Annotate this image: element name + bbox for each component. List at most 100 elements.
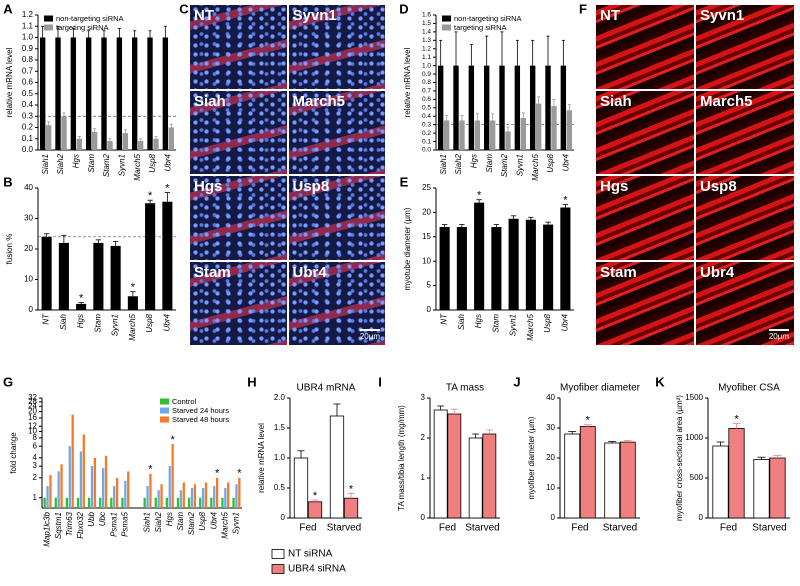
y-tick-label: 1.2 [22, 10, 34, 19]
bar [55, 37, 61, 150]
legend-label: Starved 24 hours [172, 406, 229, 415]
error-bar [437, 405, 445, 410]
bar [41, 236, 52, 310]
micrograph: Usp8 [288, 176, 385, 260]
y-tick-label: 0.1 [422, 138, 431, 145]
error-bar [77, 136, 81, 139]
y-tick-label: 1.5 [274, 423, 286, 432]
error-bar [475, 113, 479, 121]
bar [113, 486, 116, 508]
x-tick-label: Psma1 [109, 512, 118, 537]
y-axis-label: relative mRNA level [5, 47, 14, 117]
error-bar [133, 30, 137, 38]
bar [93, 457, 97, 508]
bar [85, 37, 92, 150]
y-tick-label: 1.0 [22, 33, 34, 42]
x-tick-label: Fed [299, 523, 316, 534]
bar [520, 117, 527, 150]
bar [131, 37, 138, 150]
x-tick-label: Stam [93, 314, 102, 333]
x-tick-label: Ubc [98, 512, 107, 526]
micrograph: NT [596, 5, 694, 89]
error-bar [62, 112, 66, 117]
bar [107, 141, 113, 150]
x-tick-label: March5 [133, 153, 142, 180]
error-bar [139, 138, 143, 141]
scale-bar: 20µm [359, 329, 380, 341]
bar [529, 65, 536, 150]
y-tick-label: 0.3 [22, 111, 34, 120]
chart-title: Myofiber diameter [560, 383, 641, 394]
error-bar [491, 113, 495, 121]
y-tick-label: 28 [28, 397, 37, 406]
bar [307, 501, 323, 519]
error-bar [148, 30, 152, 38]
y-axis-label: relative mRNA level [257, 423, 266, 493]
x-tick-label: Hgs [76, 314, 85, 328]
bar [157, 490, 160, 508]
micrograph: NT [190, 5, 287, 89]
bar [93, 242, 104, 310]
chart-title: UBR4 mRNA [297, 383, 356, 394]
y-axis-label: relative mRNA level [403, 47, 412, 117]
micrograph-label: Syvn1 [700, 7, 745, 24]
y-tick-label: 20 [422, 208, 431, 217]
bar [58, 242, 69, 310]
bar [579, 426, 596, 519]
error-bar [87, 30, 91, 38]
panel-letter: E [400, 174, 409, 189]
x-tick-label: NT [42, 313, 51, 325]
y-tick-label: 0 [551, 513, 556, 522]
bar [543, 224, 554, 310]
error-bar [102, 30, 106, 38]
bar [60, 464, 63, 508]
bar [91, 132, 98, 150]
bar [154, 497, 157, 508]
significance-marker: * [148, 190, 153, 202]
x-tick-label: Usp8 [145, 313, 154, 332]
y-tick-label: 1.0 [274, 453, 286, 462]
bar [168, 466, 171, 508]
error-bar [108, 138, 112, 141]
bar [76, 303, 87, 310]
x-tick-label: Trim63 [65, 511, 74, 536]
error-bar [716, 441, 725, 446]
bar [145, 203, 156, 310]
y-tick-label: 0.5 [274, 483, 286, 492]
x-tick-label: Siah1 [439, 154, 448, 174]
bar [153, 138, 159, 150]
panel-letter: F [579, 1, 587, 16]
error-bar [333, 403, 341, 416]
bar [215, 477, 219, 508]
bar [61, 116, 67, 150]
y-tick-label: 24 [28, 401, 37, 410]
bar [165, 497, 169, 508]
micrograph-label: Usp8 [700, 178, 737, 195]
bar [49, 475, 52, 508]
micrograph-label: Usp8 [292, 178, 330, 195]
x-tick-label: Ubr4 [561, 153, 570, 171]
micrograph-label: Hgs [600, 178, 629, 195]
y-tick-label: 2 [421, 433, 426, 442]
y-tick-label: 20 [546, 453, 555, 462]
bar [190, 488, 194, 508]
micrograph-label: Hgs [194, 178, 223, 195]
micrograph-label: NT [194, 7, 214, 24]
bar [753, 459, 770, 519]
bar [110, 245, 121, 310]
bar [769, 457, 786, 519]
significance-marker: * [131, 282, 136, 294]
micrograph: Ubr4 20µm [696, 261, 794, 345]
bar [447, 413, 462, 519]
bar [76, 138, 83, 150]
bar [329, 415, 345, 519]
significance-marker: * [215, 468, 220, 480]
bar [54, 497, 57, 508]
x-tick-label: Starved [327, 523, 361, 534]
legend-swatch [160, 407, 169, 414]
x-tick-label: Siah1 [143, 512, 152, 532]
bar [162, 37, 169, 150]
error-bar [123, 129, 127, 134]
bar [127, 471, 130, 508]
y-axis-label: myofiber diameter (µm) [527, 416, 536, 499]
